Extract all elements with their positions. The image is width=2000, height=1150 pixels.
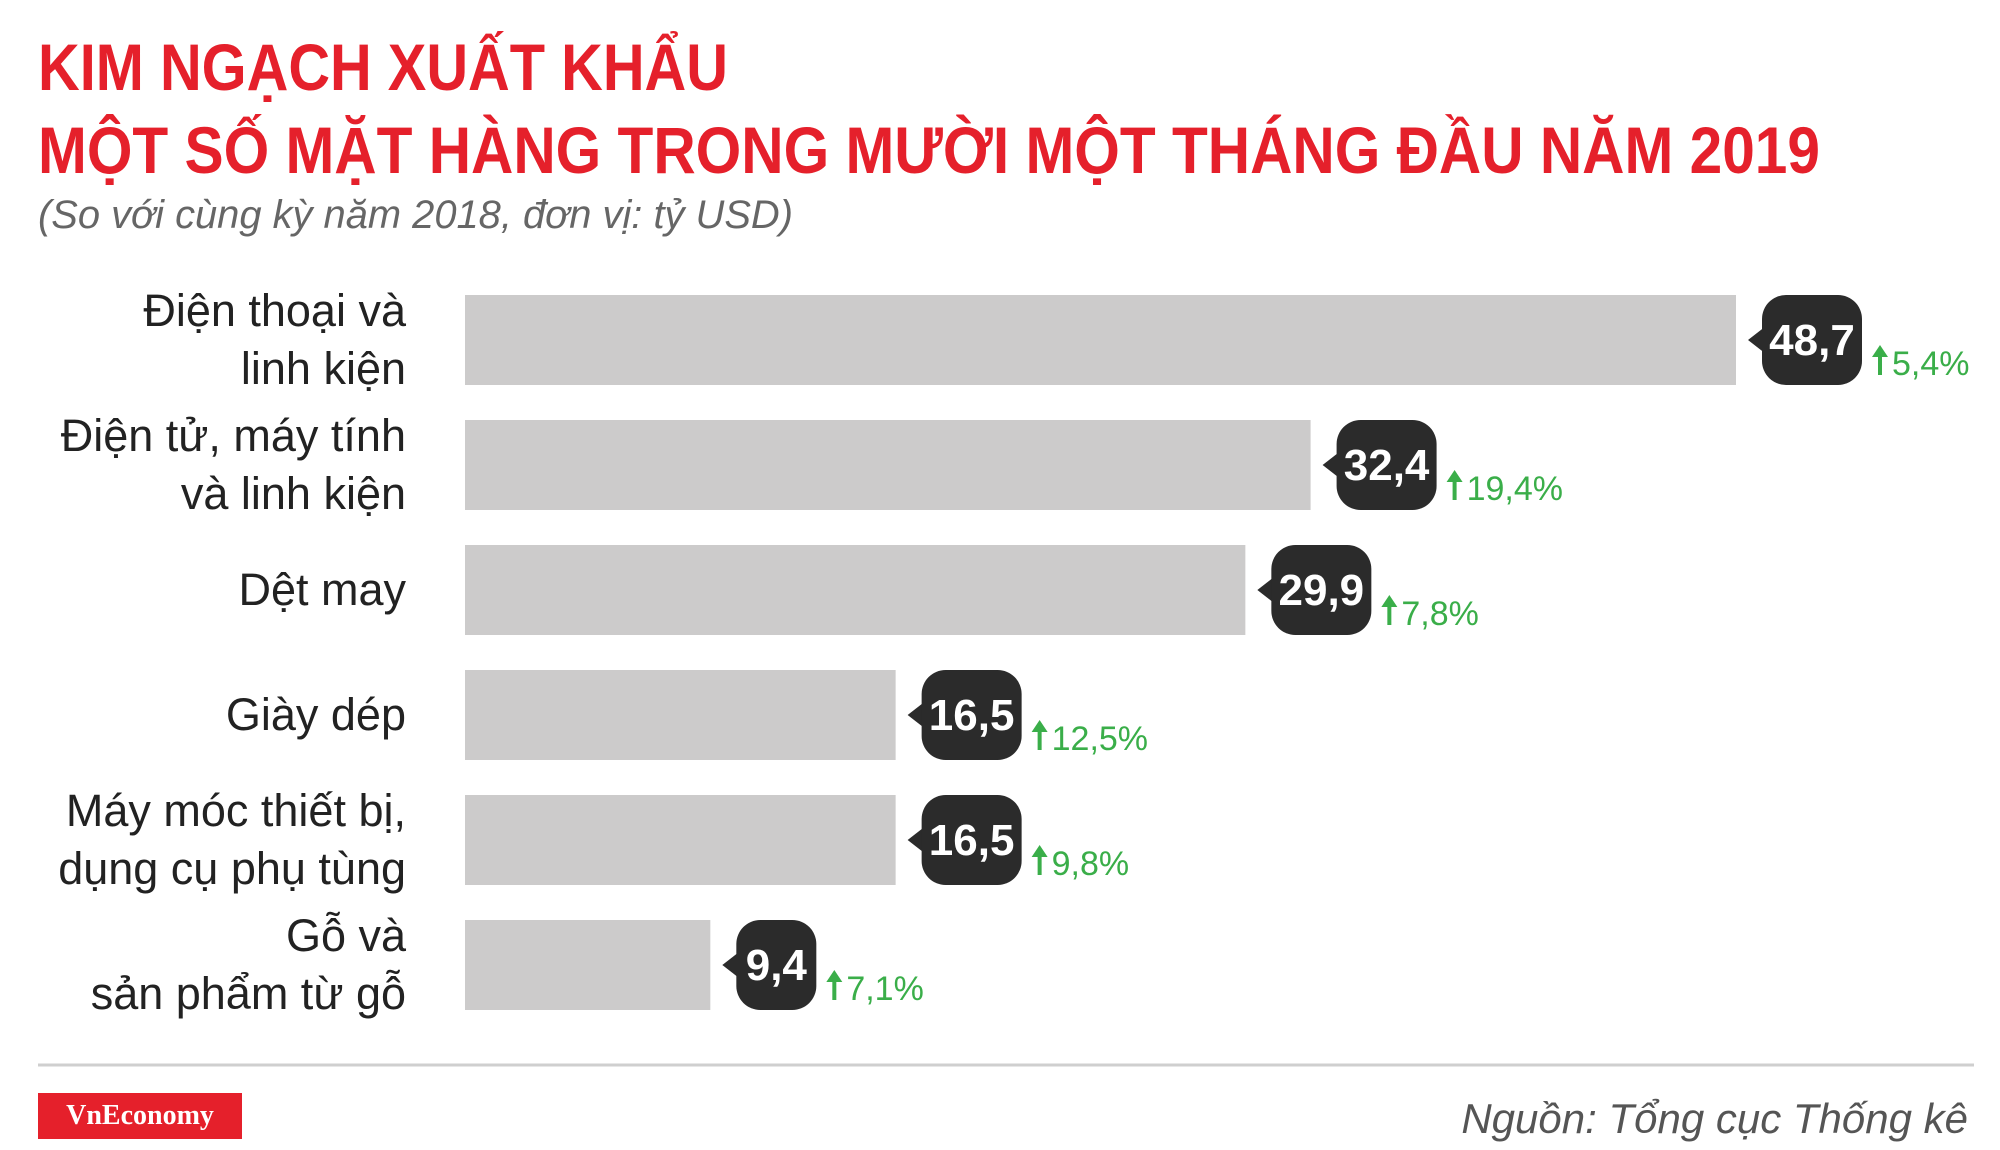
value-label: 48,7: [1769, 316, 1855, 365]
growth-arrow: [1031, 845, 1048, 875]
source: Nguồn: Tổng cục Thống kê: [1461, 1095, 1968, 1142]
value-bubble: [1271, 545, 1372, 635]
bar: [465, 795, 896, 885]
bar: [465, 545, 1246, 635]
category-label: Gỗ và sản phẩm từ gỗ: [90, 910, 406, 1019]
category-label: Giày dép: [225, 689, 406, 740]
growth-label: 5,4%: [1892, 345, 1970, 383]
growth-arrow: [1446, 470, 1463, 500]
value-pointer: [907, 826, 926, 854]
chart-subtitle: (So với cùng kỳ năm 2018, đơn vị: tỷ USD…: [38, 193, 793, 237]
growth-arrow: [1872, 345, 1888, 375]
bar: [465, 420, 1311, 510]
value-bubble: [1336, 420, 1437, 510]
value-label: 9,4: [746, 941, 808, 990]
category-label: Điện tử, máy tính và linh kiện: [60, 410, 406, 519]
value-pointer: [1748, 326, 1766, 354]
chart-title: MỘT SỐ MẶT HÀNG TRONG MƯỜI MỘT THÁNG ĐẦU…: [38, 113, 1820, 187]
growth-label: 9,8%: [1052, 845, 1130, 883]
category-label: Điện thoại và linh kiện: [143, 285, 406, 394]
value-label: 29,9: [1279, 566, 1365, 615]
bar: [465, 670, 896, 760]
growth-arrow: [1031, 720, 1048, 750]
growth-label: 7,1%: [846, 970, 924, 1008]
value-bubble: [921, 795, 1022, 885]
value-pointer: [907, 701, 926, 729]
growth-label: 19,4%: [1467, 470, 1563, 508]
value-pointer: [722, 951, 741, 979]
category-label: Dệt may: [238, 564, 406, 615]
value-label: 16,5: [929, 691, 1015, 740]
growth-label: 12,5%: [1052, 720, 1148, 758]
logo-box: [38, 1093, 242, 1139]
bar: [465, 920, 711, 1010]
category-label: Máy móc thiết bị, dụng cụ phụ tùng: [58, 785, 406, 894]
value-bubble: [921, 670, 1022, 760]
value-pointer: [1257, 576, 1276, 604]
value-label: 16,5: [929, 816, 1015, 865]
value-bubble: [736, 920, 817, 1010]
value-pointer: [1322, 451, 1341, 479]
value-bubble: [1762, 295, 1862, 385]
bar: [465, 295, 1736, 385]
growth-label: 7,8%: [1401, 595, 1479, 633]
logo: VnEconomy: [66, 1100, 214, 1131]
value-label: 32,4: [1344, 441, 1430, 490]
growth-arrow: [1381, 595, 1398, 625]
chart-title: KIM NGẠCH XUẤT KHẨU: [38, 30, 728, 104]
growth-arrow: [826, 970, 843, 1000]
